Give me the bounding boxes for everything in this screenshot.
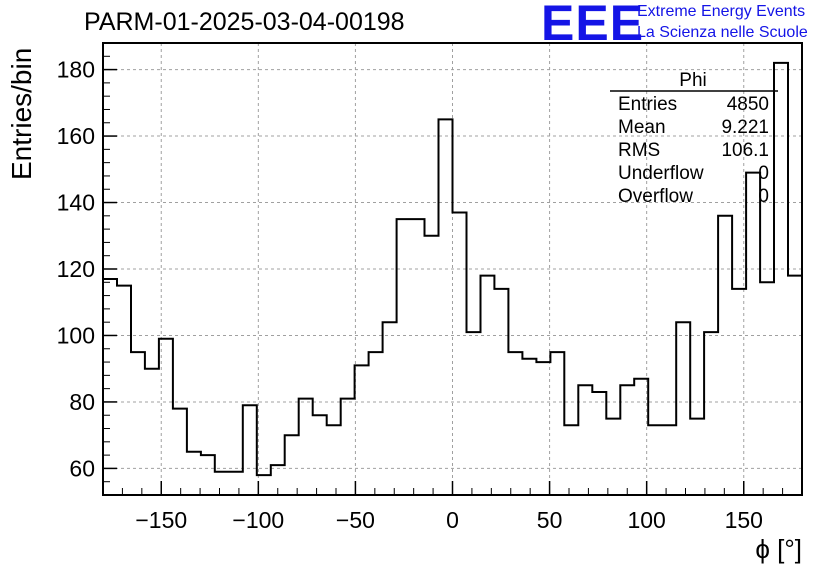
x-tick-label: −50: [336, 507, 375, 533]
x-tick-label: 150: [725, 507, 763, 533]
grid: [103, 43, 802, 495]
histogram-bin: [746, 173, 760, 495]
y-tick-label: 120: [57, 256, 95, 282]
y-tick-label: 60: [69, 455, 95, 481]
histogram-bin: [355, 365, 369, 495]
logo-line-1: Extreme Energy Events: [637, 3, 806, 20]
histogram: [103, 61, 802, 496]
histogram-bin: [215, 472, 229, 495]
histogram-bin: [774, 63, 788, 495]
histogram-bin: [494, 289, 508, 495]
y-tick-label: 80: [69, 389, 95, 415]
histogram-bin: [145, 369, 159, 495]
histogram-bin: [522, 359, 536, 495]
histogram-bin: [243, 405, 257, 495]
histogram-bin: [201, 455, 215, 495]
stats-label: Underflow: [618, 163, 704, 184]
histogram-bin: [634, 379, 648, 495]
histogram-bin: [718, 216, 732, 495]
histogram-bin: [229, 472, 243, 495]
stats-title: Phi: [679, 70, 706, 91]
histogram-bin: [676, 322, 690, 495]
histogram-bin: [480, 276, 494, 495]
x-tick-label: −150: [135, 507, 187, 533]
stats-label: Mean: [618, 117, 666, 138]
axis-ticks: −150 −100 −50 0 50 100 150 60 80 100 120 140 160 180: [57, 42, 803, 533]
histogram-bin: [285, 435, 299, 495]
histogram-outline: [103, 61, 802, 477]
histogram-bin: [131, 352, 145, 495]
x-axis-label: ϕ [°]: [755, 534, 802, 564]
histogram-bin: [550, 352, 564, 495]
stats-label: Overflow: [618, 186, 693, 207]
histogram-bin: [564, 425, 578, 495]
histogram-bin: [369, 352, 383, 495]
stats-value: 4850: [727, 94, 769, 115]
stats-value: 106.1: [721, 140, 769, 161]
histogram-bin: [592, 392, 606, 495]
histogram-bin: [411, 219, 425, 495]
histogram-bin: [383, 322, 397, 495]
histogram-bin: [299, 399, 313, 495]
stats-value: 0: [758, 186, 769, 207]
histogram-bin: [173, 409, 187, 495]
histogram-bin: [662, 425, 676, 495]
stats-label: RMS: [618, 140, 660, 161]
histogram-bin: [536, 362, 550, 495]
logo-line-2: La Scienza nelle Scuole: [637, 24, 808, 41]
histogram-bin: [648, 425, 662, 495]
histogram-bin: [704, 332, 718, 495]
stats-value: 9.221: [721, 117, 769, 138]
x-tick-label: 100: [627, 507, 665, 533]
y-tick-label: 100: [57, 322, 95, 348]
y-tick-label: 140: [57, 190, 95, 216]
histogram-bin: [187, 452, 201, 495]
histogram-bin: [606, 419, 620, 495]
histogram-bin: [327, 425, 341, 495]
histogram-bin: [439, 119, 453, 495]
chart-title: PARM-01-2025-03-04-00198: [84, 8, 405, 36]
histogram-bin: [103, 279, 117, 495]
stats-label: Entries: [618, 94, 677, 115]
y-tick-label: 180: [57, 57, 95, 83]
y-tick-label: 160: [57, 123, 95, 149]
stats-value: 0: [758, 163, 769, 184]
eee-logo: EEE: [541, 0, 645, 51]
x-tick-label: 0: [446, 507, 459, 533]
histogram-bin: [159, 339, 173, 495]
histogram-bin: [313, 415, 327, 495]
histogram-bin: [620, 385, 634, 495]
histogram-bin: [453, 213, 467, 496]
histogram-bin: [788, 276, 802, 495]
histogram-bin: [341, 399, 355, 495]
histogram-bin: [466, 332, 480, 495]
histogram-bin: [732, 289, 746, 495]
histogram-bin: [425, 236, 439, 495]
histogram-bin: [578, 385, 592, 495]
histogram-bin: [760, 282, 774, 495]
x-tick-label: 50: [537, 507, 563, 533]
histogram-bin: [690, 419, 704, 495]
histogram-bin: [117, 286, 131, 495]
x-tick-label: −100: [232, 507, 284, 533]
histogram-bin: [397, 219, 411, 495]
histogram-bin: [508, 352, 522, 495]
